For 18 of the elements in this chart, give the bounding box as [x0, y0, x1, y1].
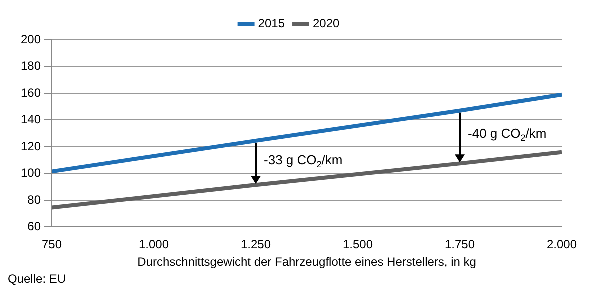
x-axis-title: Durchschnittsgewicht der Fahrzeugflotte eines Herstellers, in kg	[138, 255, 476, 270]
y-tick-label: 120	[20, 139, 42, 154]
y-tick-label: 140	[20, 112, 42, 127]
legend-label: 2015	[258, 16, 286, 30]
x-tick-label: 2.000	[546, 238, 578, 252]
y-tick-label: 180	[20, 59, 42, 74]
y-tick-label: 160	[20, 86, 42, 100]
x-tick-label: 1.000	[139, 238, 170, 252]
y-tick-label: 60	[28, 220, 42, 234]
legend-label: 2020	[313, 16, 340, 30]
x-tick-label: 1.750	[444, 238, 476, 252]
y-tick-label: 80	[28, 192, 42, 207]
x-tick-label: 1.250	[240, 238, 272, 252]
source-note: Quelle: EU	[8, 272, 68, 286]
x-tick-label: 750	[42, 238, 62, 252]
y-tick-label: 200	[20, 32, 42, 46]
x-tick-label: 1.500	[342, 238, 374, 252]
y-tick-label: 100	[20, 166, 42, 180]
